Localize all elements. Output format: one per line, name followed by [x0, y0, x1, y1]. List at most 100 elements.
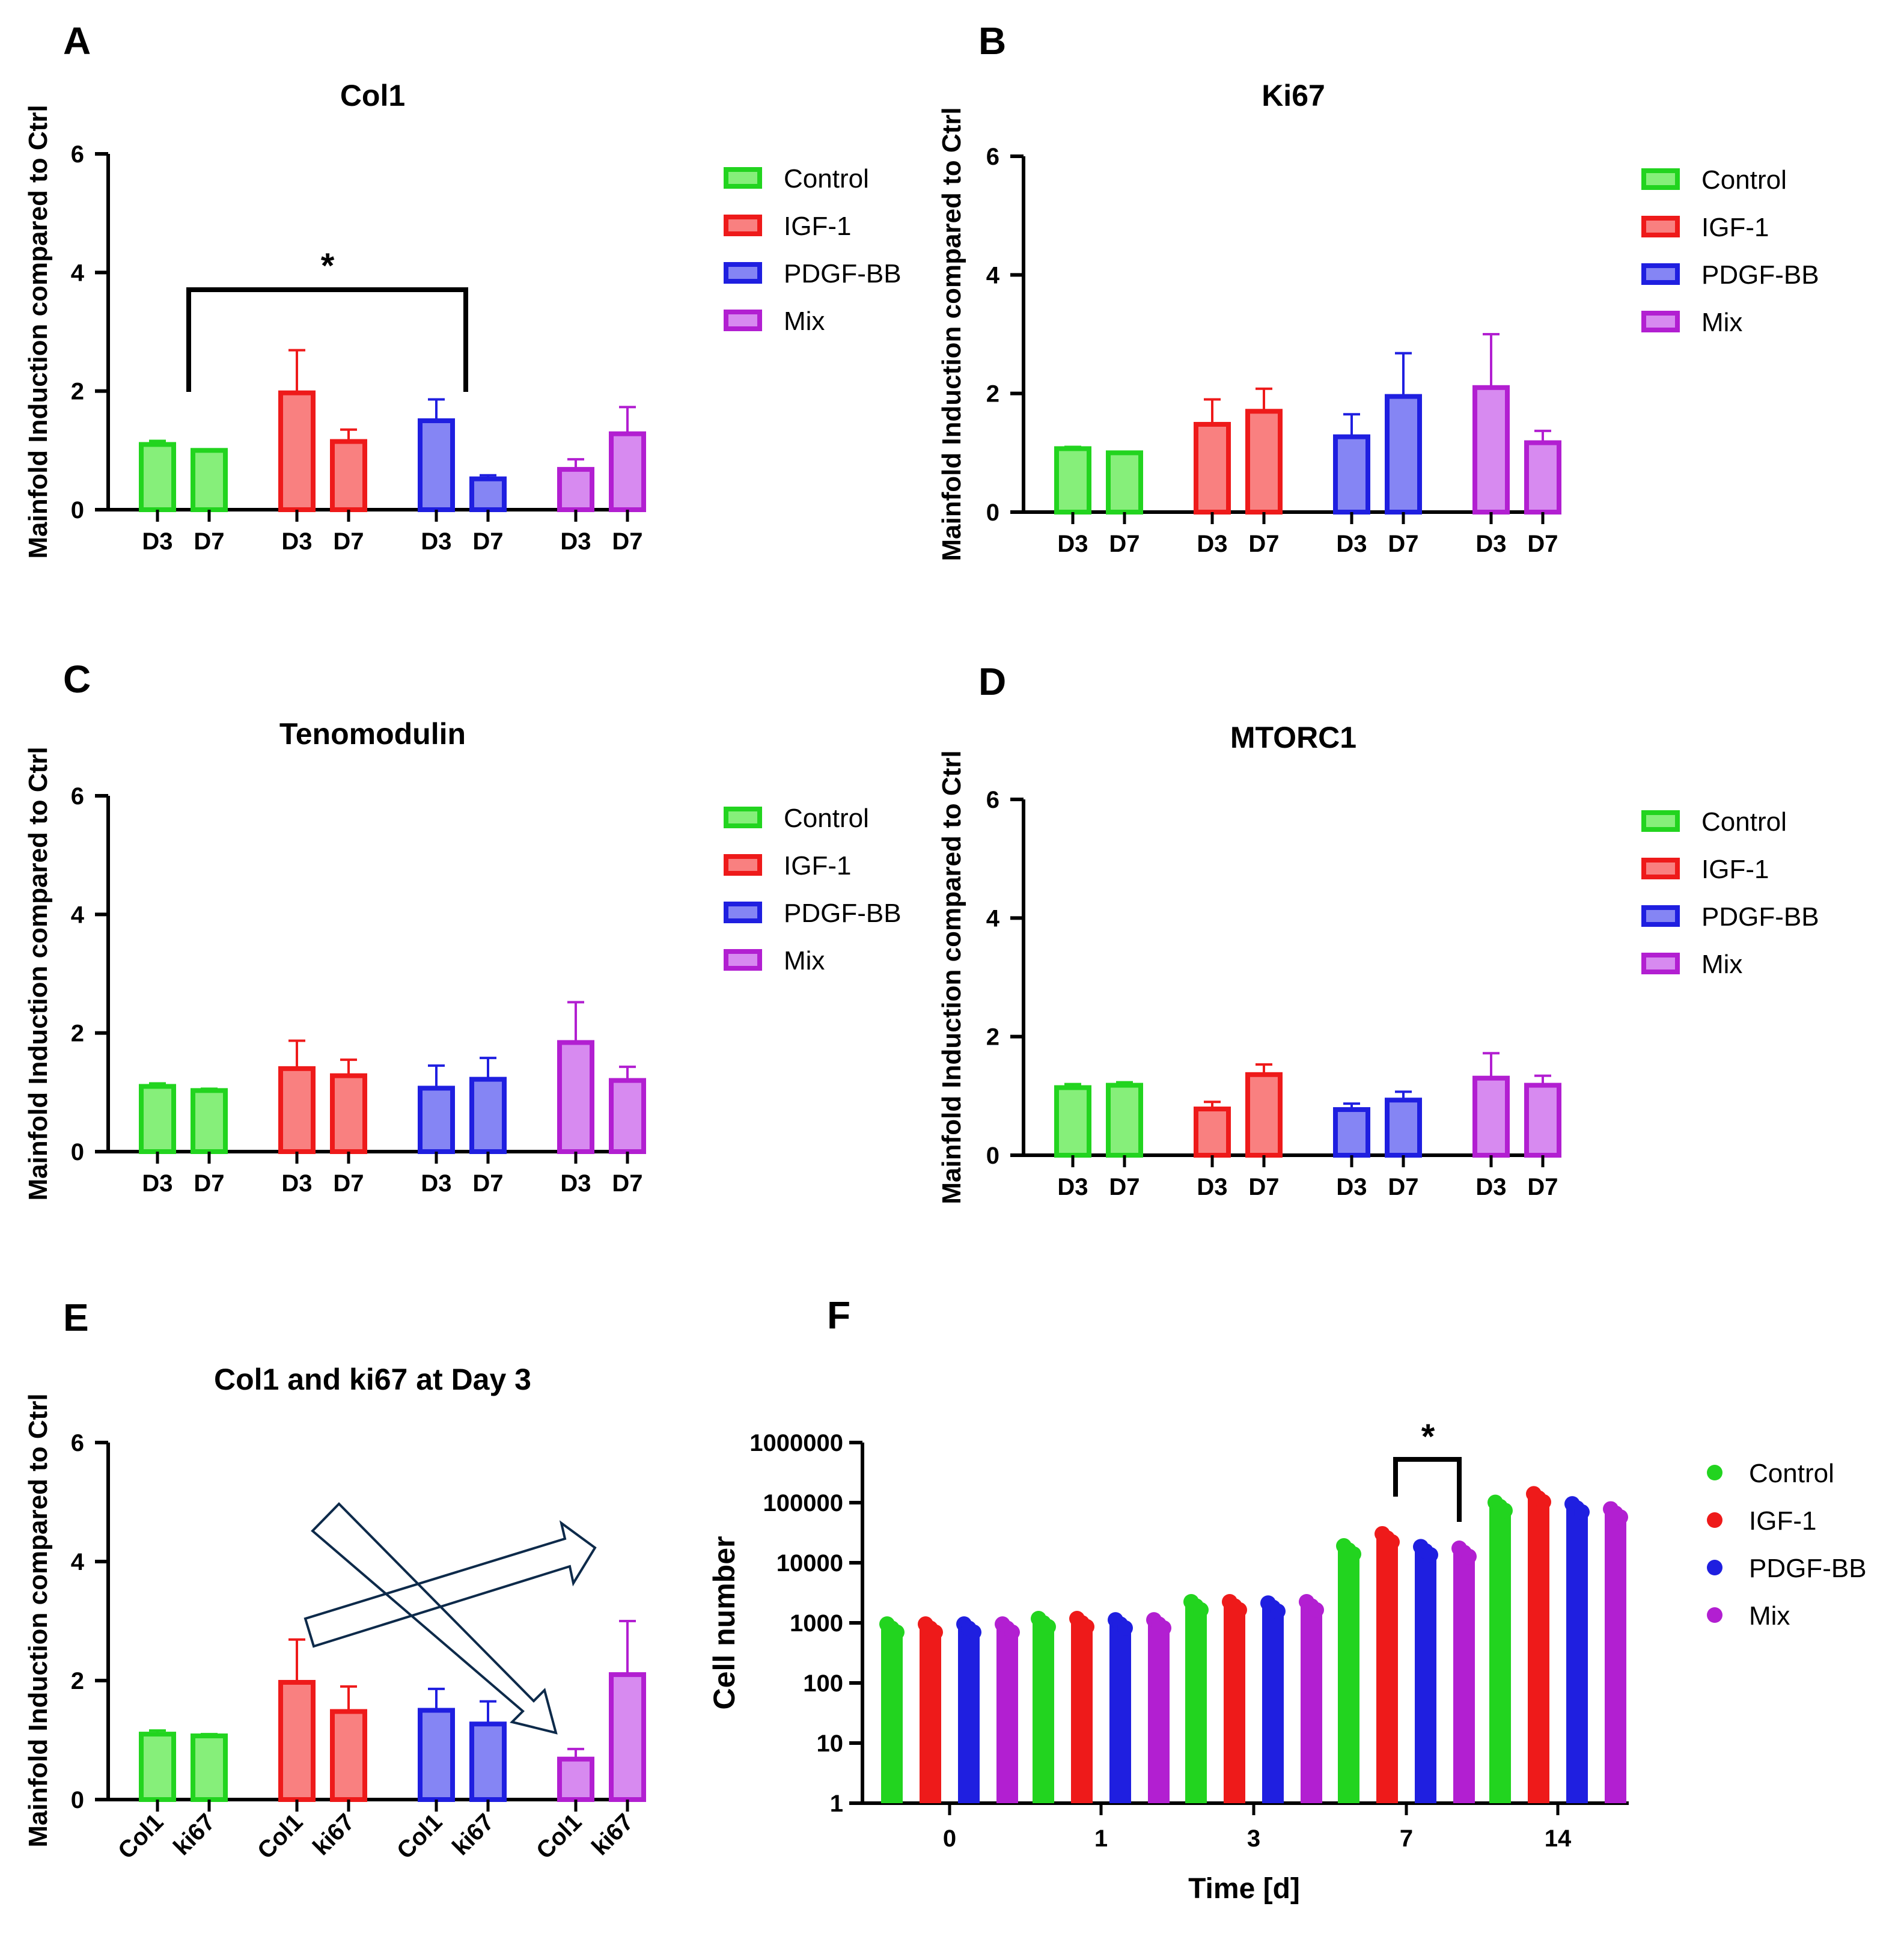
data-point: [1574, 1504, 1590, 1520]
bar-pdgf-bb-d7: [469, 476, 507, 513]
bar-control-col1: [139, 1732, 176, 1803]
bar-igf-1-ki67: [330, 1709, 367, 1802]
data-point: [1270, 1603, 1286, 1619]
bar-control-d3: [139, 1084, 176, 1155]
y-tick-label: 1: [830, 1791, 843, 1817]
bar-control-d3: [1054, 1085, 1091, 1158]
bar-pdgf-bb-d3: [1333, 1107, 1370, 1158]
y-axis-label: Mainfold Induction compared to Ctrl: [937, 750, 966, 1204]
bar-pdgf-bb-day-3: [1262, 1606, 1284, 1803]
arrow-down-right-icon: [311, 1502, 558, 1735]
y-tick-label: 2: [71, 379, 84, 405]
legend-label: Control: [784, 804, 869, 833]
legend-label: Mix: [1749, 1601, 1790, 1631]
bar-igf-1-d3: [278, 1066, 316, 1155]
bar-igf-1-col1: [278, 1679, 316, 1802]
legend-label: PDGF-BB: [1749, 1554, 1867, 1583]
legend-swatch-mix: [1641, 311, 1680, 332]
y-tick-label: 2: [71, 1668, 84, 1694]
y-tick-label: 0: [71, 1139, 84, 1165]
arrow-up-right-icon: [304, 1520, 597, 1648]
x-tick-label: D3: [421, 1170, 451, 1197]
y-axis-label: Mainfold Induction compared to Ctrl: [937, 107, 966, 561]
bar-control-day-1: [1033, 1621, 1054, 1803]
y-tick-label: 0: [986, 499, 999, 526]
legend-swatch-control: [1641, 810, 1680, 832]
bar-pdgf-bb-d7: [1385, 394, 1422, 515]
bar-pdgf-bb-d7: [469, 1076, 507, 1155]
x-tick-label: D7: [1388, 531, 1418, 557]
legend-label: PDGF-BB: [1701, 902, 1819, 932]
x-tick-label: D7: [472, 528, 503, 555]
legend-label: PDGF-BB: [1701, 260, 1819, 290]
legend-label: Mix: [1701, 950, 1742, 979]
panel-letter-d: D: [978, 660, 1006, 703]
legend-swatch-control: [724, 807, 762, 828]
bar-mix-ki67: [609, 1672, 646, 1803]
y-tick-label: 4: [71, 260, 85, 286]
x-tick-label: D7: [194, 1170, 224, 1197]
bar-igf-1-day-14: [1528, 1497, 1549, 1803]
y-tick-label: 1000: [790, 1610, 843, 1637]
y-axis-label: Mainfold Induction compared to Ctrl: [23, 1393, 53, 1847]
y-tick-label: 10: [817, 1730, 844, 1757]
bar-igf-1-d7: [330, 1073, 367, 1154]
bar-pdgf-bb-day-14: [1566, 1507, 1588, 1803]
legend-swatch-igf-1: [1641, 858, 1680, 879]
legend-label: Mix: [784, 946, 825, 976]
panel-letter-b: B: [978, 19, 1006, 63]
legend-label: IGF-1: [1749, 1506, 1816, 1536]
bar-pdgf-bb-ki67: [469, 1721, 507, 1803]
legend-swatch-mix: [1641, 953, 1680, 974]
panel-D: D MTORC1 Mainfold Induction compared to Ct…: [937, 660, 1819, 1205]
bar-pdgf-bb-day-1: [1109, 1623, 1131, 1803]
y-tick-label: 4: [71, 1549, 85, 1575]
x-tick-label: D7: [1248, 1174, 1279, 1200]
bar-mix-d3: [557, 1040, 594, 1155]
bar-control-day-14: [1489, 1505, 1511, 1803]
legend-label: IGF-1: [1701, 855, 1769, 884]
legend-dot-control: [1707, 1465, 1722, 1480]
x-tick-label: D7: [612, 528, 642, 555]
x-tick-label: D3: [560, 528, 591, 555]
bar-igf-1-day-7: [1376, 1536, 1398, 1803]
chart-title: Ki67: [1262, 79, 1325, 112]
data-point: [1117, 1620, 1133, 1636]
legend-label: Control: [1701, 165, 1787, 195]
x-tick-label: D3: [1336, 1174, 1367, 1200]
legend-label: Control: [1749, 1459, 1834, 1488]
chart-title: Col1: [340, 79, 405, 112]
data-point: [1536, 1494, 1551, 1510]
x-tick-label: D3: [421, 528, 451, 555]
panel-A: A Col1 Mainfold Induction compared to Ctrl…: [23, 19, 902, 559]
x-tick-label: 1: [1094, 1825, 1108, 1852]
bar-igf-1-day-1: [1071, 1621, 1093, 1803]
y-tick-label: 100000: [763, 1490, 843, 1516]
bar-control-ki67: [191, 1733, 228, 1803]
y-tick-label: 0: [71, 497, 84, 524]
x-tick-label: ki67: [168, 1809, 220, 1860]
y-tick-label: 0: [71, 1787, 84, 1813]
bar-igf-1-d7: [330, 439, 367, 512]
y-axis-label: Mainfold Induction compared to Ctrl: [23, 105, 53, 558]
data-point: [1423, 1547, 1438, 1563]
x-tick-label: D3: [1197, 1174, 1227, 1200]
x-tick-label: D3: [142, 1170, 172, 1197]
y-tick-label: 6: [71, 783, 84, 810]
y-tick-label: 4: [986, 262, 1000, 289]
bar-mix-d7: [1524, 440, 1561, 515]
legend-swatch-control: [1641, 168, 1680, 190]
legend-swatch-igf-1: [724, 854, 762, 876]
data-point: [1040, 1619, 1056, 1635]
data-point: [1156, 1620, 1171, 1636]
legend-swatch-pdgf-bb: [724, 262, 762, 284]
bar-igf-1-d3: [1194, 421, 1231, 515]
chart-title: Col1 and ki67 at Day 3: [214, 1363, 531, 1396]
y-tick-label: 6: [986, 787, 999, 813]
significance-star: *: [1421, 1417, 1435, 1456]
bar-pdgf-bb-d7: [1385, 1098, 1422, 1158]
x-tick-label: D3: [560, 1170, 591, 1197]
chart-title: Tenomodulin: [279, 717, 466, 751]
bar-igf-1-d3: [278, 390, 316, 512]
legend-label: PDGF-BB: [784, 899, 902, 928]
